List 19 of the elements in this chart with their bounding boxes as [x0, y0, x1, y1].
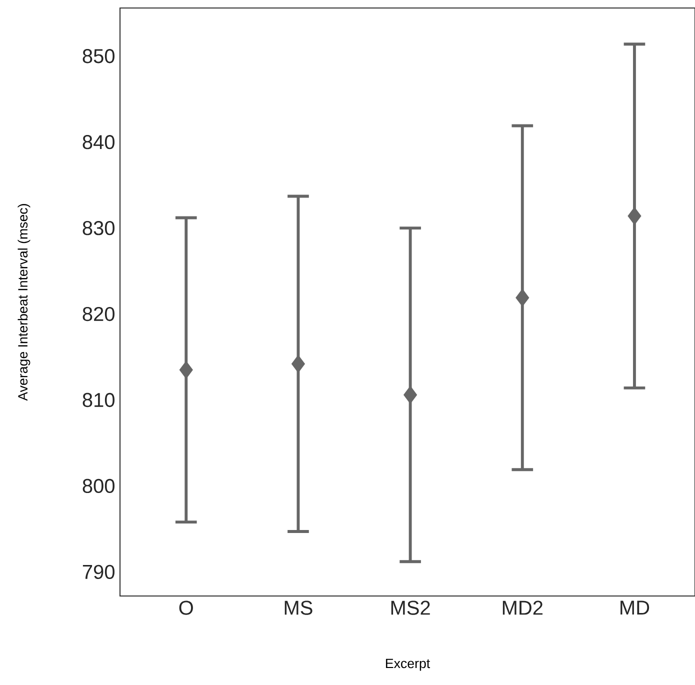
x-axis-title: Excerpt: [386, 658, 430, 671]
x-tick-label: MS: [284, 600, 312, 615]
x-tick-label: MD: [620, 600, 650, 614]
y-tick-label: 810: [82, 392, 114, 408]
point: [180, 362, 193, 378]
y-tick-label: 790: [82, 564, 114, 579]
y-tick-label: 850: [82, 49, 114, 64]
y-tick-label: 840: [82, 135, 114, 150]
y-tick-label: 830: [82, 220, 114, 236]
x-tick-label: O: [179, 600, 193, 615]
y-tick-label: 800: [82, 478, 114, 494]
y-tick-label: 820: [82, 306, 114, 322]
x-tick-label: MD2: [502, 600, 542, 615]
point: [628, 208, 641, 224]
point: [292, 356, 305, 372]
x-tick-label: MS2: [391, 600, 430, 615]
y-axis-title: Average Interbeat Interval (msec): [18, 204, 30, 401]
point: [516, 290, 529, 306]
point: [404, 386, 417, 403]
